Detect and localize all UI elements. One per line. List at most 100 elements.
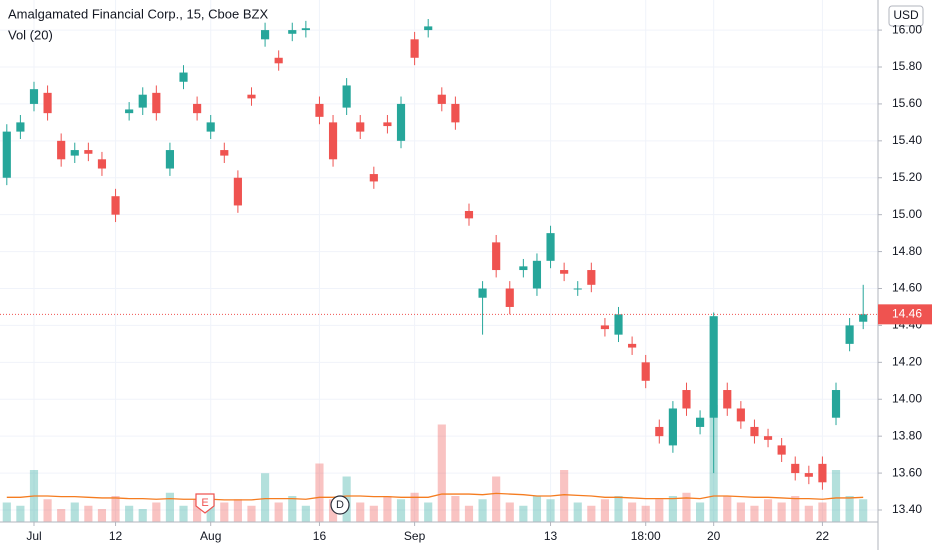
volume-bar (560, 470, 569, 522)
y-tick-label: 15.60 (892, 96, 922, 110)
volume-bar (179, 505, 188, 522)
currency[interactable]: USD (893, 8, 919, 22)
candle-body (818, 463, 827, 483)
volume-bar (315, 463, 324, 522)
volume-bar (424, 502, 433, 522)
volume-bar (301, 505, 310, 522)
volume-bar (600, 499, 609, 522)
volume-bar (233, 499, 242, 522)
volume-bar (111, 496, 120, 522)
candle-body (125, 109, 134, 114)
volume-bar (84, 505, 93, 522)
candle-body (410, 39, 419, 58)
y-tick-label: 13.40 (892, 502, 922, 516)
grid (0, 0, 878, 522)
volume-bar (532, 496, 542, 522)
candle-body (587, 270, 596, 285)
candle-body (261, 30, 270, 40)
candle-body (641, 362, 650, 381)
candle-body (233, 177, 242, 206)
volume-bar (546, 499, 555, 522)
volume-bar (369, 505, 378, 522)
candle-body (682, 390, 691, 409)
candle-body (396, 103, 406, 141)
volume-bar (70, 502, 79, 522)
candle-body (696, 417, 705, 427)
volume-bar (152, 502, 161, 522)
candle-body (315, 103, 324, 117)
volume-bar (859, 499, 868, 522)
volume-bar (587, 505, 596, 522)
candle-body (736, 408, 745, 422)
y-tick-label: 14.60 (892, 281, 922, 295)
volume-ma-line (6, 492, 864, 501)
volume-bar (831, 470, 841, 522)
candle-body (57, 140, 66, 160)
x-tick-label: 12 (109, 529, 123, 543)
volume-bar (641, 505, 650, 522)
candle-body (97, 159, 107, 169)
volume-bar (696, 502, 705, 522)
volume-bar (57, 509, 66, 522)
candle-body (138, 94, 147, 108)
candle-body (247, 94, 256, 99)
candle-body (560, 270, 569, 274)
volume-bar (791, 496, 800, 522)
candle-body (179, 72, 188, 82)
candle-body (614, 314, 623, 335)
candle-body (220, 150, 229, 156)
x-tick-label: 16 (313, 529, 327, 543)
volume-bar (43, 499, 52, 522)
candle-body (532, 260, 542, 289)
candle-body (369, 174, 378, 182)
y-tick-label: 15.80 (892, 59, 922, 73)
volume-bar (2, 502, 11, 522)
volume-bar (383, 496, 392, 522)
volume-bar (505, 502, 514, 522)
y-tick-label: 14.00 (892, 391, 922, 405)
volume-bar (845, 496, 854, 522)
volume-bar (220, 502, 229, 522)
volume-bar (668, 496, 677, 522)
y-tick-label: 14.80 (892, 244, 922, 258)
candle-body (274, 57, 283, 64)
event-label: D (336, 499, 344, 511)
x-tick-label: Sep (404, 529, 426, 543)
candle-body (763, 436, 773, 440)
candle-body (750, 426, 759, 437)
y-tick-label: 15.00 (892, 207, 922, 221)
last-price-box (878, 304, 932, 325)
candle-body (546, 233, 555, 261)
candle-body (111, 196, 120, 215)
volume-bar (261, 473, 270, 522)
candle-body (424, 26, 433, 31)
y-tick-label: 16.00 (892, 22, 922, 36)
volume-bar (356, 502, 365, 522)
volume-pane (2, 405, 868, 522)
currency-box[interactable] (888, 5, 924, 27)
volume-bar (750, 505, 759, 522)
volume-bar (396, 499, 406, 522)
candle-body (628, 343, 637, 348)
volume-bar (628, 502, 637, 522)
last-price-label: 14.46 (892, 307, 922, 321)
x-tick-label: Jul (26, 529, 41, 543)
candle-body (356, 122, 365, 132)
candle-body (845, 325, 854, 344)
candle-body (152, 92, 161, 114)
candle-body (43, 92, 52, 114)
candle-body (451, 103, 460, 123)
symbol-title: Amalgamated Financial Corp., 15, Cboe BZ… (8, 6, 268, 21)
volume-bar (138, 509, 147, 522)
x-tick-label: 20 (707, 529, 721, 543)
candle-body (437, 94, 446, 104)
candle-body (709, 316, 718, 418)
volume-bar (777, 502, 786, 522)
volume-bar (492, 476, 501, 522)
volume-bar (437, 424, 446, 522)
volume-bar (464, 505, 474, 522)
volume-bar (763, 499, 773, 522)
indicator-label: Vol (20) (8, 27, 53, 42)
